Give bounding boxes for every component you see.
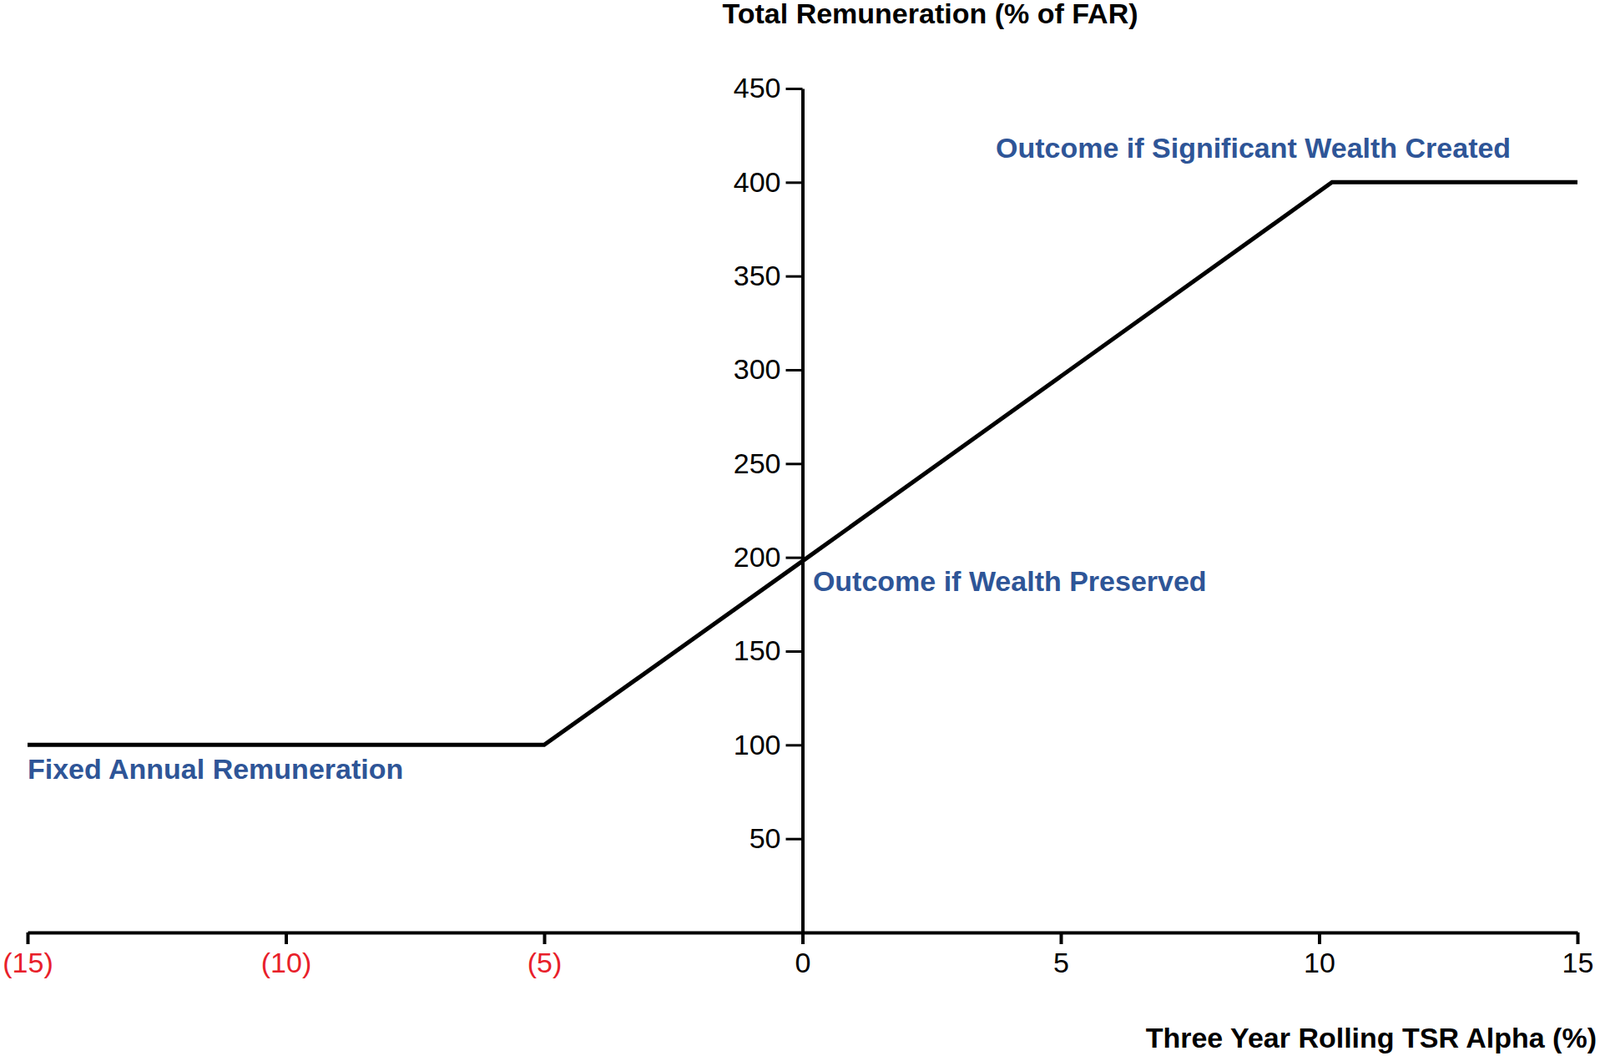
x-tick-mark: [284, 932, 288, 944]
x-tick-mark: [801, 932, 805, 944]
y-tick-mark: [786, 462, 803, 465]
y-tick: 200: [733, 540, 803, 573]
x-tick: (15): [2, 932, 53, 979]
y-tick-mark: [786, 837, 803, 841]
y-tick-label: 250: [733, 447, 782, 480]
y-tick: 50: [749, 822, 803, 854]
x-tick: 5: [1053, 932, 1070, 979]
y-tick-mark: [786, 743, 803, 747]
x-tick: (10): [261, 932, 312, 979]
y-tick: 100: [733, 728, 803, 761]
x-axis-title: Three Year Rolling TSR Alpha (%): [1145, 1021, 1597, 1054]
y-tick-mark: [786, 181, 803, 184]
x-tick-label: 5: [1053, 946, 1070, 979]
x-tick: 10: [1303, 932, 1336, 979]
annotation: Outcome if Significant Wealth Created: [995, 131, 1511, 164]
y-tick-label: 350: [733, 259, 782, 292]
y-tick: 150: [733, 634, 803, 667]
annotation: Outcome if Wealth Preserved: [812, 565, 1207, 597]
x-tick-label: 10: [1303, 946, 1336, 979]
annotations: Fixed Annual Remuneration Outcome if Weal…: [27, 131, 1511, 785]
y-tick: 450: [733, 71, 803, 104]
y-tick-mark: [786, 650, 803, 653]
y-tick-mark: [786, 368, 803, 372]
x-tick: (5): [527, 932, 563, 979]
x-tick-label: (15): [2, 946, 53, 979]
y-tick: 300: [733, 353, 803, 385]
y-tick-label: 150: [733, 634, 782, 667]
x-tick: 0: [795, 932, 812, 979]
y-tick-label: 200: [733, 540, 782, 573]
y-axis-line: [801, 89, 805, 934]
y-tick-mark: [786, 556, 803, 560]
y-tick-label: 300: [733, 353, 782, 385]
x-tick-mark: [543, 932, 547, 944]
x-tick-mark: [1059, 932, 1064, 944]
annotation: Fixed Annual Remuneration: [27, 752, 404, 785]
y-tick: 250: [733, 447, 803, 480]
x-axis: (15) (10) (5) 0 5 10 15: [2, 932, 1594, 979]
x-tick-label: 0: [795, 946, 812, 979]
x-tick: 15: [1562, 932, 1595, 979]
chart: (15) (10) (5) 0 5 10 15 50 100 150 200 250 300 350 400…: [0, 0, 1600, 1056]
x-tick-label: 15: [1562, 946, 1595, 979]
y-axis: 50 100 150 200 250 300 350 400 450: [733, 71, 803, 933]
y-tick: 350: [733, 259, 803, 292]
x-tick-label: (10): [261, 946, 312, 979]
x-tick-label: (5): [527, 946, 563, 979]
x-tick-mark: [1576, 932, 1580, 944]
x-tick-mark: [1317, 932, 1322, 944]
chart-title: Total Remuneration (% of FAR): [722, 0, 1139, 30]
x-tick-mark: [26, 932, 31, 944]
y-tick-label: 450: [733, 71, 782, 104]
y-tick-label: 50: [749, 822, 782, 854]
y-tick-mark: [786, 87, 803, 91]
y-tick-label: 100: [733, 728, 782, 761]
y-tick: 400: [733, 166, 803, 198]
y-tick-mark: [786, 275, 803, 278]
y-tick-label: 400: [733, 166, 782, 198]
